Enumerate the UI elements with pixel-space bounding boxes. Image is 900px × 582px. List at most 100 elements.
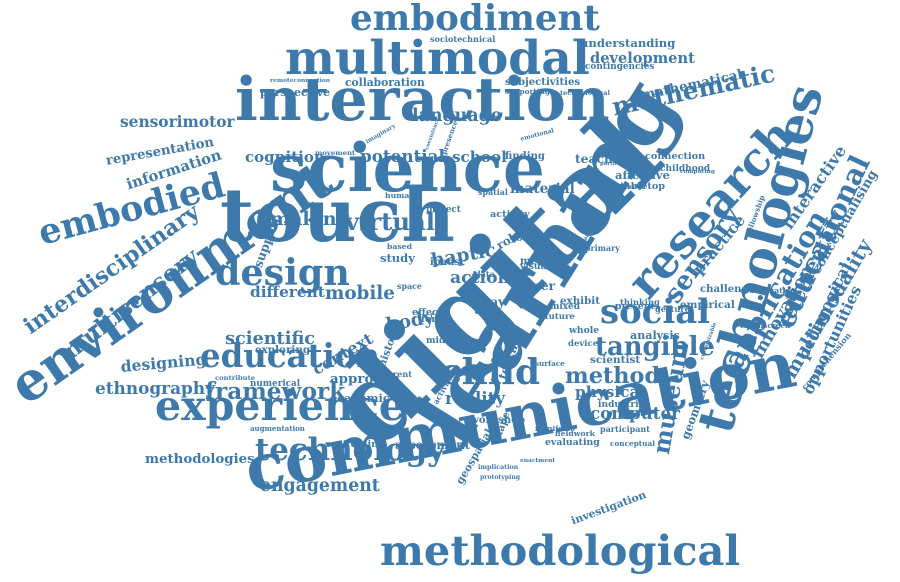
word-technological: technological: [560, 89, 611, 97]
word-based: based: [387, 242, 412, 251]
word-form: form: [421, 314, 446, 325]
word-spatial: spatial: [478, 188, 508, 197]
word-making: making: [270, 208, 350, 230]
word-particular: particular: [600, 161, 631, 167]
word-understanding: understanding: [580, 36, 676, 50]
word-cognition: cognition: [245, 148, 325, 166]
word-school: school: [452, 148, 507, 166]
word-evaluating: evaluating: [545, 437, 600, 448]
word-developing: developing: [615, 184, 646, 190]
word-device: device: [568, 339, 599, 349]
word-multimodal: multimodal: [285, 31, 590, 86]
word-science: science: [270, 129, 545, 207]
word-participant: participant: [600, 424, 650, 434]
word-physical: physical: [575, 383, 646, 401]
word-designing: designing: [119, 349, 208, 376]
word-child: child: [440, 351, 541, 393]
word-virtual: virtual: [345, 207, 436, 236]
word-approach: approach: [330, 371, 400, 387]
word-thinking: thinking: [620, 297, 660, 307]
word-material: material: [510, 181, 575, 197]
word-methodological: methodological: [380, 526, 741, 575]
word-enactment: enactment: [520, 457, 556, 464]
word-mobile: mobile: [325, 283, 395, 304]
word-sensorimotor: sensorimotor: [120, 113, 235, 131]
word-whole: whole: [569, 325, 600, 336]
word-sociotechnical: sociotechnical: [430, 34, 496, 44]
word-way: way: [480, 295, 506, 309]
word-design: design: [215, 251, 350, 294]
word-connection: connection: [645, 151, 706, 162]
word-different: different: [250, 283, 325, 301]
word-surface: surface: [535, 359, 565, 368]
word-collaboration: collaboration: [345, 76, 425, 89]
word-reality: reality: [445, 388, 505, 408]
word-scientist: scientist: [590, 354, 641, 366]
word-movement: movement: [315, 149, 356, 157]
word-manifesto: manifesto: [535, 424, 576, 433]
word-midas: midas: [426, 336, 457, 346]
word-assessment: assessment: [395, 438, 471, 452]
word-augmentation: augmentation: [250, 424, 305, 433]
word-implication: implication: [478, 464, 519, 471]
word-activity: activity: [490, 209, 530, 220]
word-touch: touch: [220, 173, 455, 259]
word-future: future: [545, 312, 575, 322]
word-exploring: exploring: [255, 344, 311, 356]
word-supporting: supporting: [505, 87, 550, 96]
word-young: young: [510, 232, 546, 244]
word-tabletop: tabletop: [620, 181, 666, 192]
word-study: study: [380, 251, 415, 265]
word-industrial: industrial: [598, 399, 648, 410]
word-numerical: numerical: [250, 379, 301, 389]
word-touchscreen: touchscreen: [740, 321, 791, 330]
word-effect: effect: [412, 307, 443, 318]
word-method: method: [565, 363, 661, 389]
word-perspective: perspective: [260, 86, 331, 99]
word-potential: potential: [360, 146, 445, 166]
word-media: media: [520, 255, 555, 267]
word-embodiment: embodiment: [350, 0, 600, 39]
word-empirical: empirical: [680, 299, 735, 311]
word-fieldwork: fieldwork: [555, 429, 595, 438]
word-ethnography: ethnography: [95, 378, 215, 398]
word-action: action: [450, 268, 511, 288]
word-technology: technology: [255, 432, 446, 468]
word-development: development: [590, 50, 695, 67]
word-gesture: gesture: [655, 304, 690, 314]
word-experience: experience: [155, 381, 405, 430]
word-framework: framework: [205, 378, 346, 405]
word-childhood: childhood: [660, 164, 710, 174]
word-education: education: [200, 337, 380, 375]
word-human: human: [385, 191, 415, 200]
word-language: language: [412, 106, 502, 126]
word-social: social: [600, 291, 711, 331]
word-analysis: analysis: [630, 329, 680, 342]
word-project: project: [426, 205, 461, 215]
word-consideration: consideration: [740, 286, 796, 295]
word-conceptual: conceptual: [610, 439, 655, 448]
word-parent: parent: [382, 369, 412, 379]
word-tangible: tangible: [595, 332, 715, 362]
word-affective: affective: [615, 168, 670, 182]
word-data: data: [475, 269, 495, 279]
word-visual: visual: [520, 261, 550, 272]
word-mixed: mixed: [550, 302, 580, 312]
word-workshop: workshop: [470, 414, 526, 426]
word-academic: academic: [330, 391, 390, 405]
word-challenge: challenge: [700, 284, 755, 295]
word-scientific: scientific: [225, 328, 316, 349]
word-computing: computing: [680, 169, 715, 175]
word-methodologies: methodologies: [145, 452, 255, 467]
word-space: space: [397, 282, 422, 291]
word-scaffolding: scaffolding: [325, 439, 385, 450]
word-paper: paper: [515, 278, 556, 293]
word-interaction: interaction: [235, 64, 610, 135]
word-remoteconnection: remoteconnection: [270, 77, 331, 84]
word-subjectivities: subjectivities: [505, 77, 581, 88]
word-contingencies: contingencies: [585, 62, 655, 72]
word-teaching: teaching: [575, 151, 636, 166]
word-user: user: [474, 305, 499, 317]
word-prototyping: prototyping: [480, 474, 521, 481]
